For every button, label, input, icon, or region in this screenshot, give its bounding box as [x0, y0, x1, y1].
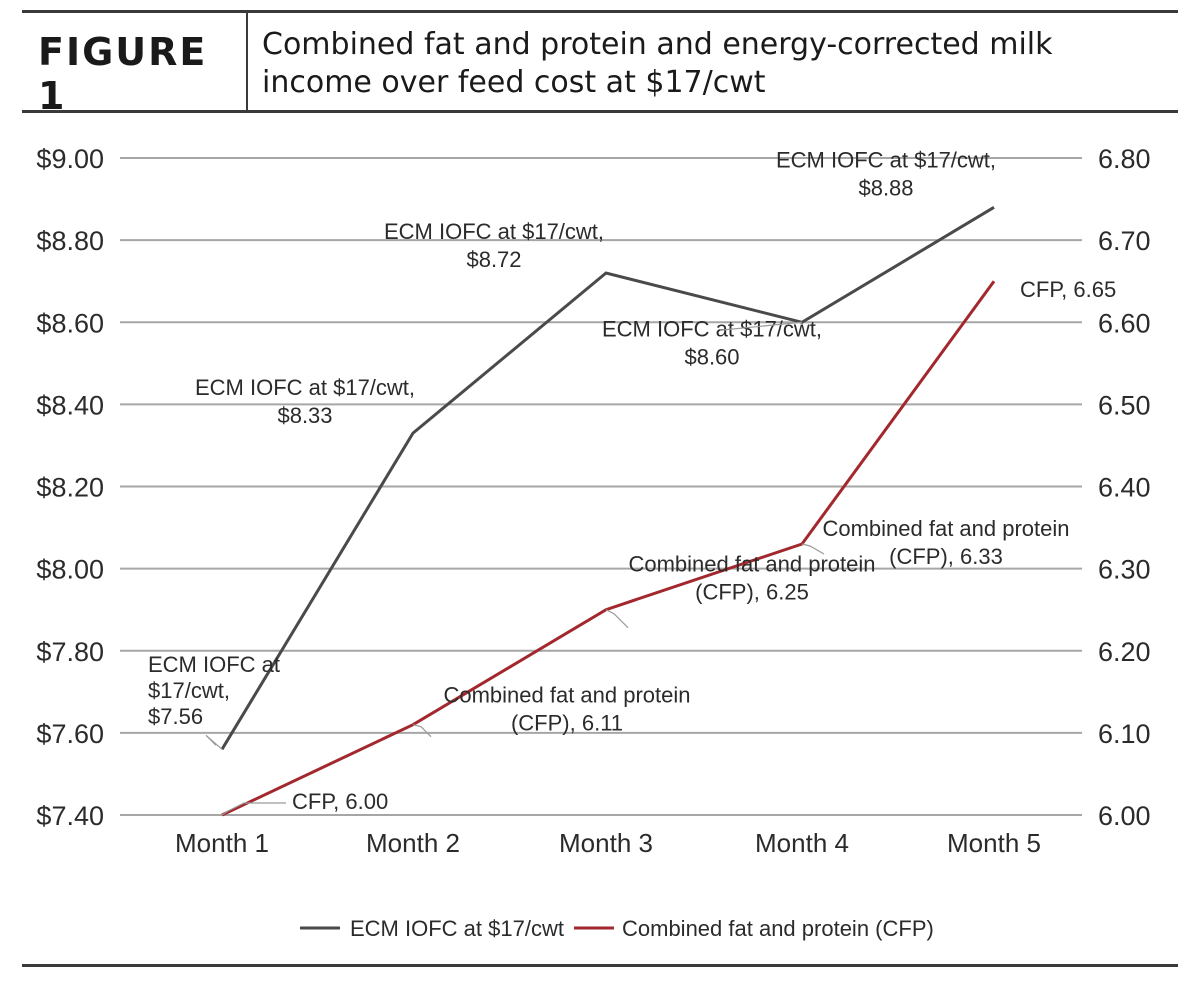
top-rule — [22, 10, 1178, 13]
data-label-line: ECM IOFC at $17/cwt, — [602, 316, 822, 341]
ecm-data-label-3: ECM IOFC at $17/cwt, $8.72 — [384, 219, 604, 272]
header-rule — [22, 110, 1178, 113]
x-tick-label: Month 2 — [366, 828, 460, 858]
right-tick-label: 6.60 — [1098, 308, 1151, 338]
right-tick-label: 6.50 — [1098, 390, 1151, 420]
data-label-line: Combined fat and protein — [628, 552, 875, 577]
left-tick-label: $8.20 — [36, 473, 104, 503]
label-leader — [221, 802, 286, 816]
legend-label-ecm: ECM IOFC at $17/cwt — [350, 916, 564, 941]
bottom-rule — [22, 964, 1178, 967]
data-label-line: $8.60 — [684, 344, 739, 369]
left-tick-label: $7.60 — [36, 719, 104, 749]
cfp-data-label-4: Combined fat and protein (CFP), 6.33 — [801, 516, 1070, 569]
right-tick-label: 6.40 — [1098, 473, 1151, 503]
ecm-iofc-line — [220, 206, 995, 751]
legend: ECM IOFC at $17/cwt Combined fat and prot… — [300, 916, 934, 941]
data-label-line: $7.56 — [148, 704, 203, 729]
cfp-data-label-3: Combined fat and protein (CFP), 6.25 — [605, 552, 876, 629]
legend-label-cfp: Combined fat and protein (CFP) — [622, 916, 934, 941]
label-leader — [801, 543, 825, 555]
x-tick-label: Month 5 — [947, 828, 1041, 858]
data-label-line: Combined fat and protein — [443, 683, 690, 708]
left-tick-label: $7.80 — [36, 637, 104, 667]
data-label-line: $8.33 — [277, 403, 332, 428]
title-divider — [246, 13, 248, 110]
data-label-line: $8.72 — [466, 247, 521, 272]
data-label-line: (CFP), 6.25 — [695, 580, 809, 605]
right-tick-label: 6.70 — [1098, 226, 1151, 256]
label-leader — [719, 321, 803, 331]
left-tick-label: $9.00 — [36, 144, 104, 174]
data-label-line: CFP, 6.00 — [292, 789, 388, 814]
label-leader — [605, 609, 629, 629]
data-label-line: ECM IOFC at $17/cwt, — [776, 147, 996, 172]
data-label-line: (CFP), 6.11 — [511, 711, 623, 736]
data-label-line: Combined fat and protein — [822, 516, 1069, 541]
figure-title: Combined fat and protein and energy-corr… — [262, 27, 1053, 100]
cfp-data-label-5: CFP, 6.65 — [1020, 277, 1116, 302]
left-tick-label: $7.40 — [36, 801, 104, 831]
x-tick-label: Month 3 — [559, 828, 653, 858]
ecm-data-label-2: ECM IOFC at $17/cwt, $8.33 — [195, 375, 415, 428]
right-tick-label: 6.30 — [1098, 555, 1151, 585]
x-tick-label: Month 1 — [175, 828, 269, 858]
right-tick-label: 6.10 — [1098, 719, 1151, 749]
right-tick-label: 6.20 — [1098, 637, 1151, 667]
data-label-line: ECM IOFC at — [148, 652, 280, 677]
cfp-data-label-2: Combined fat and protein (CFP), 6.11 — [412, 683, 691, 738]
ecm-data-label-1: ECM IOFC at$17/cwt,$7.56 — [148, 652, 280, 750]
cfp-data-label-1: CFP, 6.00 — [221, 789, 388, 816]
left-tick-label: $8.40 — [36, 390, 104, 420]
x-axis: Month 1 Month 2 Month 3 Month 4 Month 5 — [175, 828, 1041, 858]
data-label-line: (CFP), 6.33 — [889, 544, 1003, 569]
grid-lines — [120, 157, 1082, 816]
left-tick-label: $8.60 — [36, 308, 104, 338]
x-tick-label: Month 4 — [755, 828, 849, 858]
right-axis: 6.00 6.10 6.20 6.30 6.40 6.50 6.60 6.70 6.80 — [1098, 144, 1151, 831]
left-axis: $7.40 $7.60 $7.80 $8.00 $8.20 $8.40 $8.60 $8.80… — [36, 144, 104, 831]
data-label-line: ECM IOFC at $17/cwt, — [384, 219, 604, 244]
data-label-line: ECM IOFC at $17/cwt, — [195, 375, 415, 400]
data-label-line: $17/cwt, — [148, 678, 230, 703]
ecm-data-label-4: ECM IOFC at $17/cwt, $8.60 — [602, 316, 822, 369]
label-leader — [205, 734, 223, 750]
left-tick-label: $8.00 — [36, 555, 104, 585]
right-tick-label: 6.80 — [1098, 144, 1151, 174]
data-label-line: $8.88 — [858, 175, 913, 200]
data-label-line: CFP, 6.65 — [1020, 277, 1116, 302]
label-leader — [412, 724, 432, 738]
left-tick-label: $8.80 — [36, 226, 104, 256]
right-tick-label: 6.00 — [1098, 801, 1151, 831]
ecm-data-label-5: ECM IOFC at $17/cwt, $8.88 — [776, 147, 996, 200]
